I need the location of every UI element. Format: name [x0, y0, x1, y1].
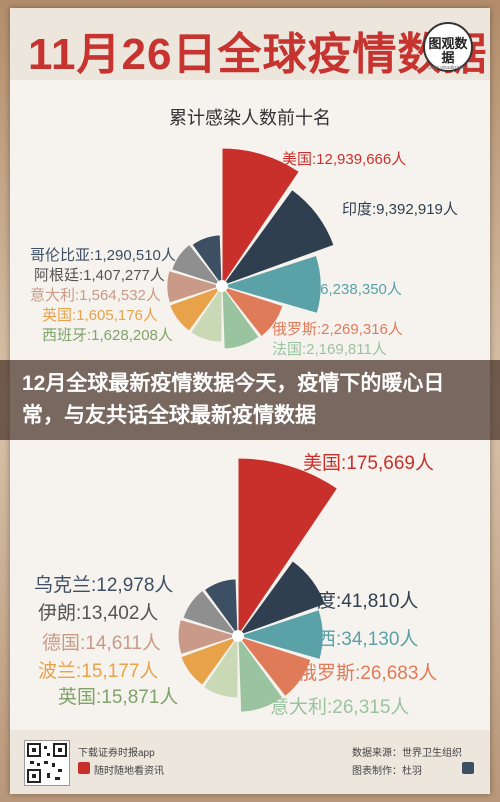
header: 11月26日全球疫情数据 图观数据 Data visualization [10, 8, 490, 80]
chart1-slice-5 [221, 284, 260, 350]
charts-svg [166, 147, 339, 713]
chart2-label-4: 俄罗斯:26,683人 [298, 663, 438, 684]
chart1-label-3: 巴西:6,238,350人 [286, 281, 402, 298]
chart1-label-5: 法国:2,169,811人 [272, 341, 387, 358]
chart2-slice-8 [177, 618, 240, 656]
chart1-label-6: 西班牙:1,628,208人 [42, 327, 173, 344]
headline-banner: 12月全球最新疫情数据今天，疫情下的暖心日常，与友共话全球最新疫情数据 [0, 360, 500, 440]
download-text: 下载证券时报app [78, 748, 155, 759]
chart2-slice-9 [182, 589, 240, 637]
chart1-slice-2 [220, 188, 335, 288]
chart1-label-7: 英国:1,605,176人 [42, 307, 158, 324]
chart1-label-2: 印度:9,392,919人 [342, 201, 458, 218]
chart2-label-3: 巴西:34,130人 [298, 629, 419, 650]
chart1-label-10: 哥伦比亚:1,290,510人 [30, 247, 176, 264]
author-text: 图表制作：杜羽 [352, 766, 422, 777]
chart2-label-5: 意大利:26,315人 [270, 697, 410, 718]
brand-icon [462, 762, 474, 774]
download-sub-text: 随时随地看资讯 [94, 766, 164, 777]
headline-text: 12月全球最新疫情数据今天，疫情下的暖心日常，与友共话全球最新疫情数据 [22, 372, 445, 427]
chart1-label-1: 美国:12,939,666人 [282, 151, 407, 168]
chart1-center-dot [216, 280, 228, 292]
chart1-slice-4 [220, 285, 284, 338]
chart1-title: 累计感染人数前十名 [169, 108, 331, 128]
chart2-label-7: 波兰:15,177人 [38, 661, 159, 682]
source-text: 数据来源：世界卫生组织 [352, 748, 462, 759]
chart2-slice-10 [203, 578, 239, 638]
chart1-label-8: 意大利:1,564,532人 [30, 287, 161, 304]
chart2-label-1: 美国:175,669人 [303, 453, 434, 474]
page-title: 11月26日全球疫情数据 [28, 30, 488, 79]
chart1-slice-6 [190, 284, 223, 343]
chart2-slice-5 [237, 634, 284, 713]
app-icon [78, 762, 90, 774]
chart1-slice-9 [171, 243, 224, 287]
chart2-label-2: 印度:41,810人 [298, 591, 419, 612]
chart2-slice-4 [236, 635, 312, 698]
chart2-label-8: 德国:14,611人 [42, 633, 161, 654]
chart2-label-6: 英国:15,871人 [58, 687, 179, 708]
brand-logo: 图观数据 Data visualization [423, 22, 473, 72]
chart2-slice-1 [237, 457, 339, 638]
chart2-slice-6 [202, 634, 239, 699]
chart2-slice-7 [180, 634, 240, 686]
chart1-slice-8 [166, 270, 224, 304]
chart1-label-9: 阿根廷:1,407,277人 [34, 267, 165, 284]
qr-code-icon [24, 740, 70, 786]
chart1-slice-3 [220, 254, 322, 314]
chart1-label-4: 俄罗斯:2,269,316人 [272, 321, 403, 338]
logo-text: 图观数据 [428, 36, 468, 65]
footer: 下载证券时报app 随时随地看资讯 数据来源：世界卫生组织 图表制作：杜羽 [10, 730, 490, 794]
chart2-slice-2 [236, 560, 327, 638]
chart2-slice-3 [236, 609, 324, 661]
chart1-slice-1 [221, 147, 300, 288]
chart1-slice-7 [168, 284, 224, 332]
logo-url: Data visualization [428, 65, 468, 71]
chart2-label-9: 伊朗:13,402人 [38, 603, 159, 624]
chart2-label-10: 乌克兰:12,978人 [34, 575, 174, 596]
chart2-center-dot [232, 630, 244, 642]
chart1-slice-10 [191, 234, 223, 288]
